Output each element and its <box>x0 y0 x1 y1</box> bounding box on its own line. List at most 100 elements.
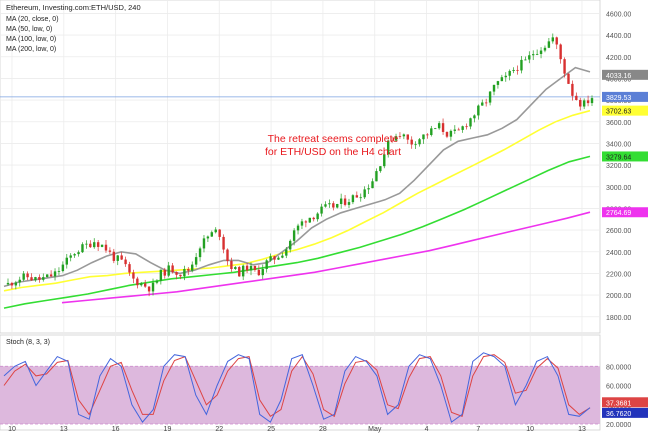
candle <box>477 104 480 120</box>
candle-body <box>257 269 261 276</box>
candle-body <box>108 250 112 252</box>
candle <box>245 262 249 274</box>
candle-body <box>26 273 29 278</box>
indicator-label-ma50: MA (50, low, 0) <box>6 26 53 33</box>
candle <box>89 240 92 248</box>
candle-body <box>65 257 68 265</box>
candle <box>332 201 335 211</box>
y-tick-label: 2600.00 <box>606 228 631 235</box>
chart-annotation: The retreat seems complete for ETH/USD o… <box>258 133 408 159</box>
candle-body <box>143 283 147 287</box>
candle <box>155 279 159 285</box>
candle-body <box>484 102 488 104</box>
candle <box>53 268 57 281</box>
stoch-badge <box>602 397 648 408</box>
candle <box>238 265 241 277</box>
price-badge-label: 2764.69 <box>606 210 631 217</box>
indicator-label-ma100: MA (100, low, 0) <box>6 36 57 43</box>
candle-body <box>277 257 280 260</box>
x-tick-label: 25 <box>267 426 275 433</box>
candle <box>210 230 214 237</box>
candle <box>559 43 562 64</box>
candle-body <box>563 59 566 74</box>
candle <box>163 267 166 279</box>
candle-body <box>398 136 402 137</box>
candle-body <box>34 277 37 281</box>
candle <box>555 36 558 50</box>
candle <box>512 67 515 74</box>
candle-body <box>202 238 206 249</box>
x-tick-label: 16 <box>112 426 120 433</box>
candle-body <box>336 204 339 208</box>
candle <box>524 56 527 61</box>
candle-body <box>320 206 323 214</box>
candle <box>453 125 457 134</box>
candle <box>426 133 429 139</box>
candle-body <box>281 255 284 258</box>
candle <box>226 248 229 266</box>
stoch-label: Stoch (8, 3, 3) <box>6 339 50 346</box>
candle-body <box>128 264 131 273</box>
price-badge <box>602 91 648 102</box>
candle-body <box>273 256 276 260</box>
candle-body <box>124 259 127 265</box>
candle-body <box>136 278 139 286</box>
candle-body <box>347 202 351 205</box>
candle-body <box>449 130 453 137</box>
candle-body <box>300 221 304 226</box>
candle <box>147 286 151 297</box>
candle <box>202 234 206 253</box>
candle <box>61 261 65 273</box>
candle <box>375 168 378 182</box>
stoch-badge-label: 36.7620 <box>606 411 631 418</box>
candle-body <box>73 254 76 256</box>
candle-body <box>30 277 33 281</box>
candle <box>143 279 147 288</box>
candle-body <box>590 98 594 104</box>
candle <box>347 198 351 209</box>
candle <box>120 252 123 260</box>
candle <box>312 216 315 222</box>
stoch-badge-label: 37.3681 <box>606 400 631 407</box>
y-tick-label: 3600.00 <box>606 120 631 127</box>
candle <box>579 97 582 111</box>
candle <box>394 133 398 143</box>
candle <box>339 193 343 209</box>
x-tick-label: May <box>368 426 382 433</box>
candle-body <box>575 95 578 100</box>
candle-body <box>343 198 347 205</box>
candle-body <box>410 139 413 145</box>
candle <box>504 72 507 82</box>
candle <box>328 199 331 208</box>
candle <box>488 91 492 106</box>
candle <box>304 220 308 228</box>
candle <box>520 55 523 74</box>
candle-body <box>132 272 135 279</box>
candle <box>367 184 370 194</box>
candle <box>218 229 221 241</box>
candle-body <box>567 73 570 84</box>
candle-body <box>328 203 331 205</box>
candle <box>445 131 449 139</box>
candle <box>136 276 139 289</box>
price-badge <box>602 151 648 162</box>
candle-body <box>96 242 100 247</box>
candle <box>481 99 484 106</box>
candle-body <box>230 260 233 270</box>
candle-body <box>226 249 229 261</box>
candle <box>69 253 72 262</box>
candle-body <box>206 236 210 239</box>
candle <box>273 255 276 265</box>
candle-body <box>465 126 468 128</box>
candle <box>198 246 202 262</box>
candle-body <box>49 274 53 277</box>
candle-body <box>437 123 441 129</box>
candle-body <box>383 154 386 167</box>
candle <box>390 136 394 143</box>
x-tick-label: 28 <box>319 426 327 433</box>
candle-body <box>57 271 61 272</box>
candle <box>140 282 143 287</box>
candle <box>10 281 14 290</box>
candle <box>586 95 590 107</box>
candle <box>187 267 190 276</box>
